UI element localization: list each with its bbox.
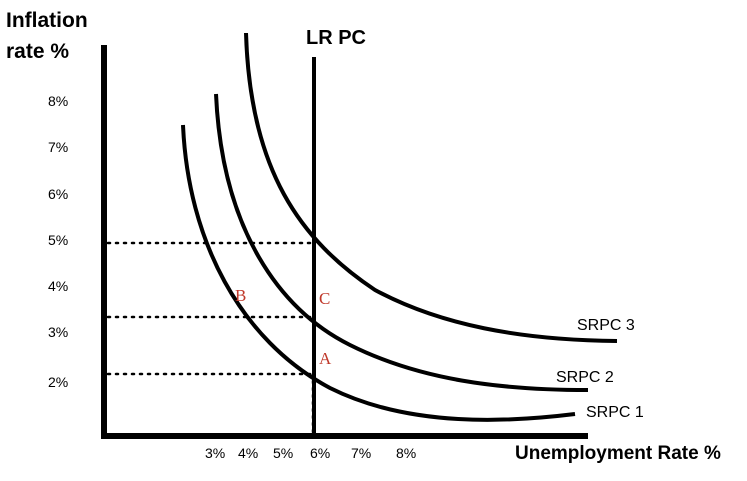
srpc-1-label: SRPC 1 [586,404,644,421]
srpc-2-curve [214,93,589,392]
point-b-label: B [235,286,246,305]
point-c-label: C [319,289,330,308]
y-tick-6: 6% [48,186,68,202]
point-a-label: A [319,349,332,368]
y-tick-8: 8% [48,93,68,109]
srpc-1-curve [181,124,576,422]
lrpc-label: LR PC [306,27,366,49]
x-tick-8: 8% [396,445,416,461]
x-tick-7: 7% [351,445,371,461]
srpc-3-curve [244,32,618,343]
x-tick-4: 4% [238,445,258,461]
y-tick-5: 5% [48,232,68,248]
x-tick-6: 6% [310,445,330,461]
x-tick-3: 3% [205,445,225,461]
y-tick-4: 4% [48,278,68,294]
srpc-2-label: SRPC 2 [556,369,614,386]
x-axis-title: Unemployment Rate % [515,443,721,464]
y-tick-7: 7% [48,139,68,155]
y-axis-title-line2: rate % [6,40,69,63]
y-axis-title-line1: Inflation [6,9,88,32]
srpc-3-label: SRPC 3 [577,317,635,334]
y-tick-2: 2% [48,374,68,390]
x-tick-5: 5% [273,445,293,461]
y-tick-3: 3% [48,324,68,340]
